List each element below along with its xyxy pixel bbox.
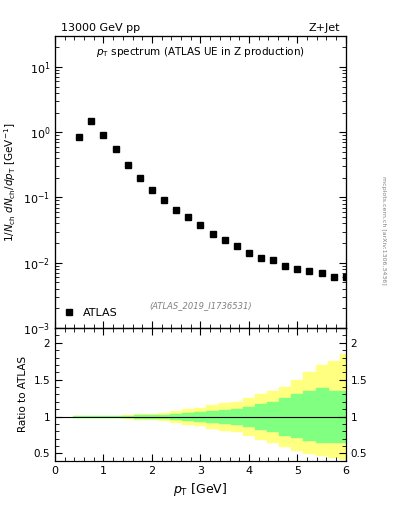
Text: mcplots.cern.ch [arXiv:1306.3436]: mcplots.cern.ch [arXiv:1306.3436]: [381, 176, 386, 285]
Y-axis label: $1/N_\mathrm{ch}\;dN_\mathrm{ch}/dp_\mathrm{T}$ [GeV$^{-1}$]: $1/N_\mathrm{ch}\;dN_\mathrm{ch}/dp_\mat…: [2, 122, 18, 242]
Text: (ATLAS_2019_I1736531): (ATLAS_2019_I1736531): [149, 302, 252, 310]
Text: Z+Jet: Z+Jet: [309, 23, 340, 33]
Text: 13000 GeV pp: 13000 GeV pp: [61, 23, 140, 33]
Text: $p_\mathrm{T}$ spectrum (ATLAS UE in Z production): $p_\mathrm{T}$ spectrum (ATLAS UE in Z p…: [96, 45, 305, 58]
X-axis label: $p_\mathrm{T}$ [GeV]: $p_\mathrm{T}$ [GeV]: [173, 481, 228, 498]
Legend: ATLAS: ATLAS: [61, 304, 122, 323]
Y-axis label: Ratio to ATLAS: Ratio to ATLAS: [18, 356, 28, 433]
